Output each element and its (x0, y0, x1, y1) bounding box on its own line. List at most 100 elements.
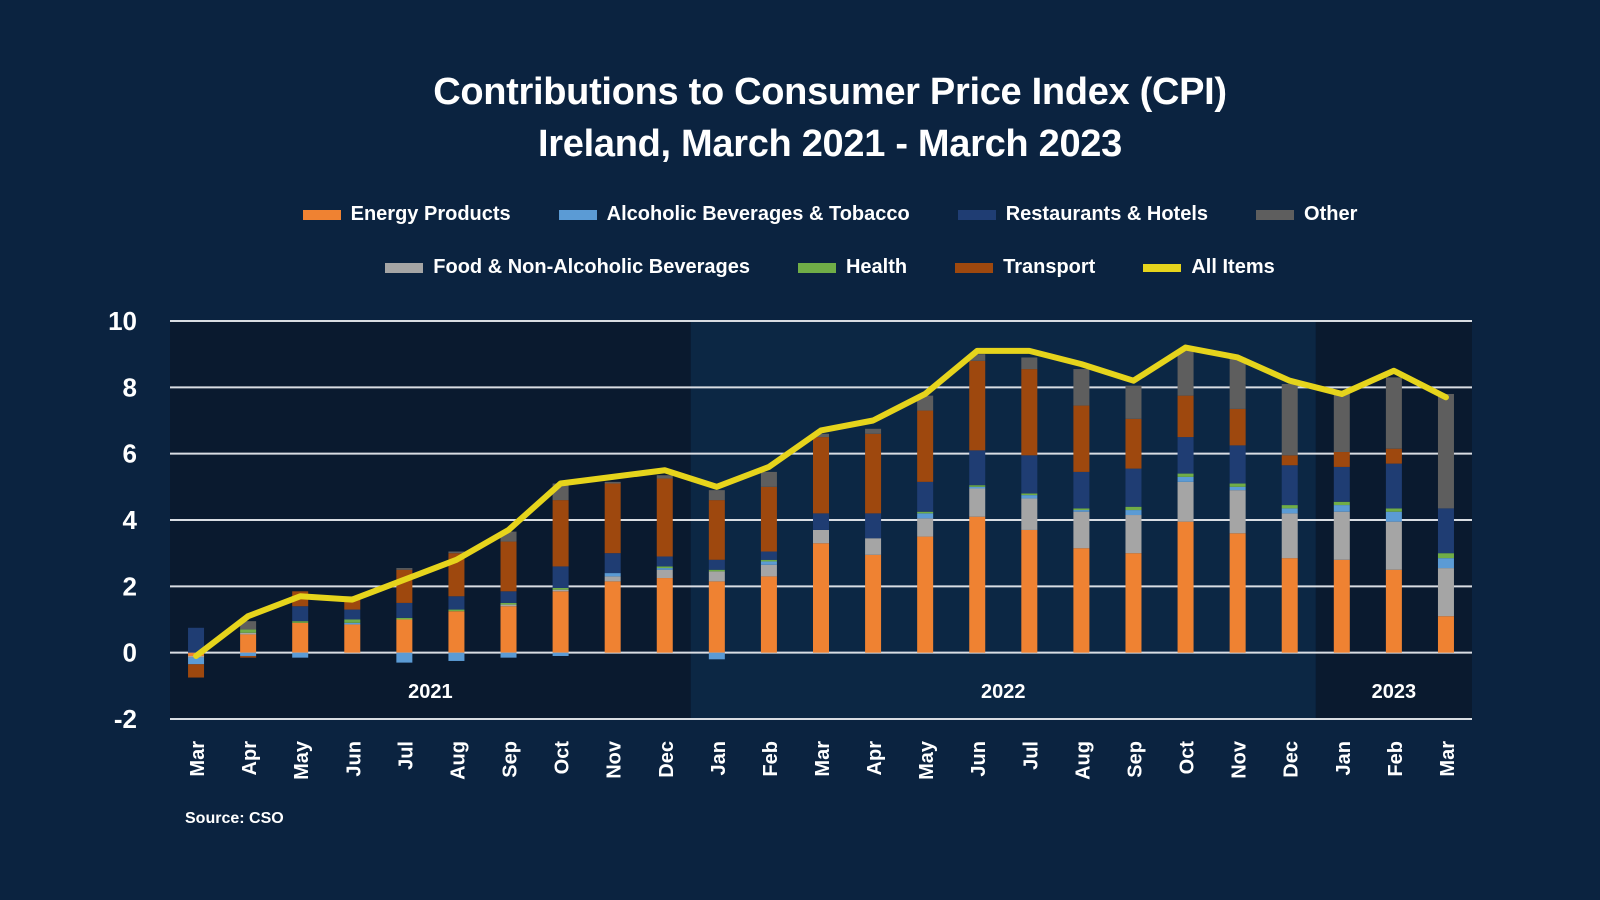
bar-segment-other-13 (865, 428, 882, 434)
bar-segment-restaurants-hotels-16 (1021, 455, 1038, 494)
bar-segment-health-1 (240, 629, 257, 633)
all-items-point (245, 613, 251, 619)
bar-segment-transport-1 (240, 655, 257, 658)
all-items-point (1287, 378, 1293, 384)
bar-segment-alcoholic-beverages-tobacco-6 (500, 652, 517, 658)
bar-segment-restaurants-hotels-10 (708, 559, 725, 570)
legend-label-health: Health (845, 256, 908, 278)
bar-segment-energy-products-21 (1281, 558, 1298, 653)
bar-segment-food-non-alcoholic-beverages-23 (1385, 521, 1402, 570)
x-tick-label: Dec (656, 741, 678, 778)
bar-segment-transport-19 (1177, 395, 1194, 438)
legend-label-other: Other (1304, 203, 1358, 225)
bar-segment-health-3 (344, 619, 361, 623)
x-tick-label: Mar (812, 741, 834, 777)
chart-title-line-1: Contributions to Consumer Price Index (C… (433, 71, 1227, 113)
bar-segment-restaurants-hotels-11 (760, 551, 777, 560)
bar-segment-other-15 (969, 354, 986, 361)
x-tick-label: Nov (604, 740, 626, 779)
all-items-point (818, 427, 824, 433)
bar-segment-alcoholic-beverages-tobacco-19 (1177, 476, 1194, 482)
bar-segment-transport-20 (1229, 408, 1246, 446)
bar-segment-other-4 (396, 568, 413, 570)
bar-segment-restaurants-hotels-19 (1177, 437, 1194, 474)
bar-segment-health-6 (500, 602, 517, 605)
bar-segment-food-non-alcoholic-beverages-6 (500, 604, 517, 607)
x-tick-label: Jul (395, 741, 417, 770)
bar-segment-alcoholic-beverages-tobacco-16 (1021, 495, 1038, 499)
bar-segment-health-15 (969, 485, 986, 487)
legend-item-energy: Energy Products (302, 203, 511, 226)
all-items-point (1130, 378, 1136, 384)
x-tick-label: Aug (447, 741, 469, 780)
bar-segment-food-non-alcoholic-beverages-12 (813, 529, 829, 544)
all-items-point (401, 577, 407, 583)
legend-row-2: Food & Non-Alcoholic Beverages Health Tr… (0, 256, 1600, 279)
bar-segment-transport-12 (813, 437, 829, 514)
bar-segment-food-non-alcoholic-beverages-7 (552, 589, 569, 592)
y-tick-label: -2 (114, 704, 137, 734)
bar-segment-alcoholic-beverages-tobacco-2 (292, 652, 309, 658)
legend-label-all-items: All Items (1191, 256, 1275, 278)
legend-label-transport: Transport (1003, 256, 1096, 278)
bar-segment-alcoholic-beverages-tobacco-10 (708, 652, 725, 660)
bar-segment-other-9 (656, 475, 673, 479)
bar-segment-food-non-alcoholic-beverages-8 (604, 576, 621, 582)
x-tick-label: Sep (500, 741, 522, 778)
bar-segment-other-24 (1437, 393, 1454, 509)
x-tick-label: Mar (1437, 741, 1459, 777)
bar-segment-transport-14 (917, 410, 934, 482)
legend-label-food: Food & Non-Alcoholic Beverages (433, 256, 750, 278)
legend-swatch-all-items (1143, 263, 1182, 272)
x-tick-label: Apr (864, 741, 886, 776)
bar-segment-health-9 (656, 566, 673, 569)
x-tick-label: Jan (708, 741, 730, 775)
bar-segment-transport-16 (1021, 369, 1038, 456)
legend-item-other: Other (1256, 203, 1357, 226)
bar-segment-other-1 (240, 621, 257, 630)
all-items-point (297, 593, 303, 599)
bar-segment-health-7 (552, 587, 569, 590)
bar-segment-other-18 (1125, 385, 1142, 419)
bar-segment-other-5 (448, 551, 465, 554)
legend-label-alcohol: Alcoholic Beverages & Tobacco (606, 203, 910, 225)
legend-item-all-items: All Items (1143, 256, 1275, 279)
bar-segment-health-16 (1021, 493, 1038, 496)
bar-segment-transport-23 (1385, 448, 1402, 464)
y-tick-label: 6 (123, 439, 137, 469)
bar-segment-energy-products-19 (1177, 521, 1194, 653)
bar-segment-energy-products-2 (292, 622, 309, 653)
bar-segment-energy-products-24 (1437, 616, 1454, 653)
y-tick-label: 2 (123, 571, 137, 601)
bar-segment-transport-18 (1125, 418, 1142, 469)
bar-segment-restaurants-hotels-0 (188, 627, 205, 653)
all-items-point (714, 484, 720, 490)
bar-segment-health-21 (1281, 505, 1298, 509)
bar-segment-other-22 (1333, 390, 1350, 453)
bar-segment-restaurants-hotels-12 (813, 513, 829, 530)
x-tick-label: Apr (239, 741, 261, 776)
year-label-2023: 2023 (1372, 681, 1417, 703)
all-items-point (558, 481, 564, 487)
x-tick-label: May (916, 740, 938, 780)
bar-segment-food-non-alcoholic-beverages-21 (1281, 513, 1298, 559)
legend-swatch-energy (302, 209, 341, 220)
bar-segment-other-17 (1073, 369, 1090, 406)
bar-segment-health-18 (1125, 506, 1142, 511)
x-tick-label: Oct (1177, 741, 1199, 775)
bar-segment-restaurants-hotels-15 (969, 450, 986, 486)
bar-segment-alcoholic-beverages-tobacco-1 (240, 652, 257, 656)
bar-segment-alcoholic-beverages-tobacco-3 (344, 622, 361, 625)
bar-segment-energy-products-10 (708, 581, 725, 653)
bar-segment-transport-6 (500, 541, 517, 592)
bar-segment-restaurants-hotels-20 (1229, 445, 1246, 484)
bar-segment-food-non-alcoholic-beverages-15 (969, 488, 986, 517)
bar-segment-food-non-alcoholic-beverages-22 (1333, 511, 1350, 560)
bar-segment-health-5 (448, 609, 465, 612)
year-label-2021: 2021 (408, 681, 453, 703)
bar-segment-restaurants-hotels-14 (917, 481, 934, 512)
legend-item-health: Health (797, 256, 908, 279)
bar-segment-restaurants-hotels-9 (656, 556, 673, 567)
bar-segment-transport-0 (188, 664, 205, 678)
legend-swatch-transport (955, 262, 994, 273)
